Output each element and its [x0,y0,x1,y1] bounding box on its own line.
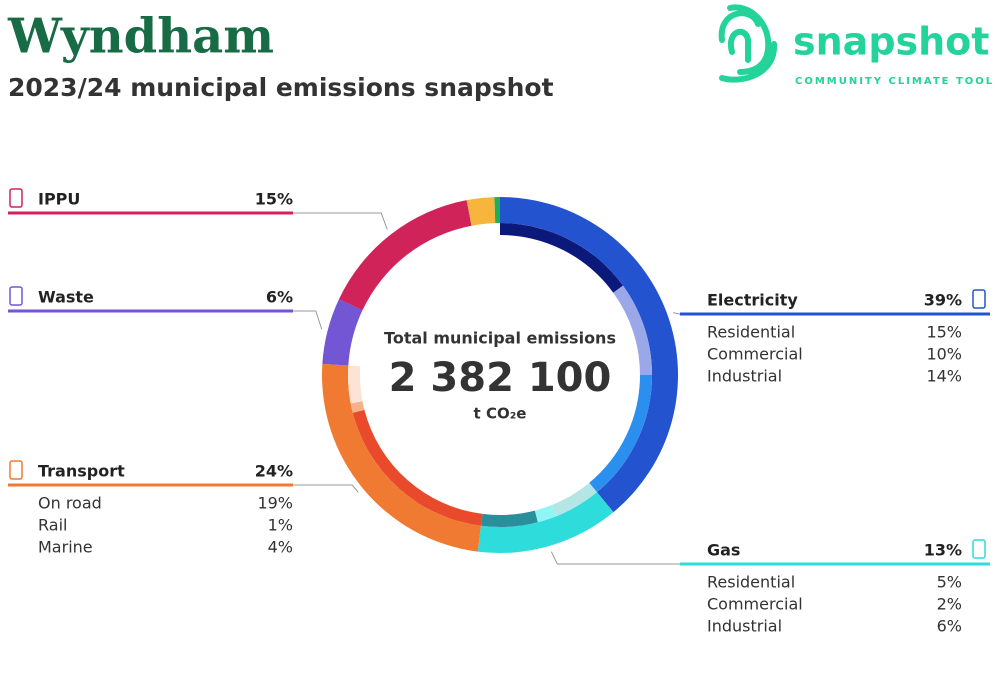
leader-line [293,212,388,230]
leader-line [673,312,680,315]
subsector-name: Industrial [707,617,782,636]
sector-name: Waste [38,288,94,307]
sector-icon [972,289,986,309]
subtitle: 2023/24 municipal emissions snapshot [8,73,554,102]
subsector-value: 19% [257,494,293,513]
sector-value: 6% [266,288,293,307]
brand-tagline: COMMUNITY CLIMATE TOOL [795,76,994,87]
sector-icon [9,286,23,306]
sector-value: 13% [924,541,962,560]
subsector-value: 10% [926,345,962,364]
sector-name: Gas [707,541,740,560]
subsector-arc [350,401,365,413]
sector-arc [322,299,363,366]
sector-value: 39% [924,291,962,310]
subsector-value: 2% [937,595,962,614]
sector-arc [322,363,481,552]
subsector-value: 15% [926,323,962,342]
subsector-value: 14% [926,367,962,386]
sector-icon [9,460,23,480]
center-label: Total municipal emissions [384,329,616,348]
subsector-name: Marine [38,538,93,557]
sector-arc [494,197,500,224]
logo [718,4,778,83]
sector-name: IPPU [38,190,80,209]
subsector-value: 5% [937,573,962,592]
subsector-name: Rail [38,516,67,535]
total: 2 382 100 [389,355,612,401]
subsector-arc [551,482,597,517]
subsector-arc [613,285,652,375]
subsector-arc [534,505,556,523]
subsector-name: On road [38,494,102,513]
leader-line [293,310,323,330]
sector-icon [9,188,23,208]
subsector-value: 6% [937,617,962,636]
sector-value: 15% [255,190,293,209]
brand-name: snapshot [793,20,989,64]
total-unit: t CO₂e [474,405,527,423]
subsector-name: Commercial [707,595,803,614]
leader-line [293,484,359,493]
subsector-name: Commercial [707,345,803,364]
sector-name: Electricity [707,291,798,310]
sector-arc [338,200,472,311]
sector-name: Transport [38,462,125,481]
subsector-name: Industrial [707,367,782,386]
subsector-arc [348,365,363,404]
sector-arc [477,492,614,554]
sector-value: 24% [255,462,293,481]
title: Wyndham [7,9,274,65]
sector-arc [466,197,496,226]
sector-icon [972,539,986,559]
subsector-arc [352,409,483,526]
subsector-value: 4% [268,538,293,557]
logo-mark [718,4,778,83]
subsector-value: 1% [268,516,293,535]
subsector-arc [480,510,538,527]
subsector-name: Residential [707,573,795,592]
subsector-name: Residential [707,323,795,342]
leader-line [550,551,680,565]
donut [293,197,680,565]
subsector-arc [589,375,652,493]
subsector-arc [500,223,623,293]
sector-arc [500,197,679,513]
